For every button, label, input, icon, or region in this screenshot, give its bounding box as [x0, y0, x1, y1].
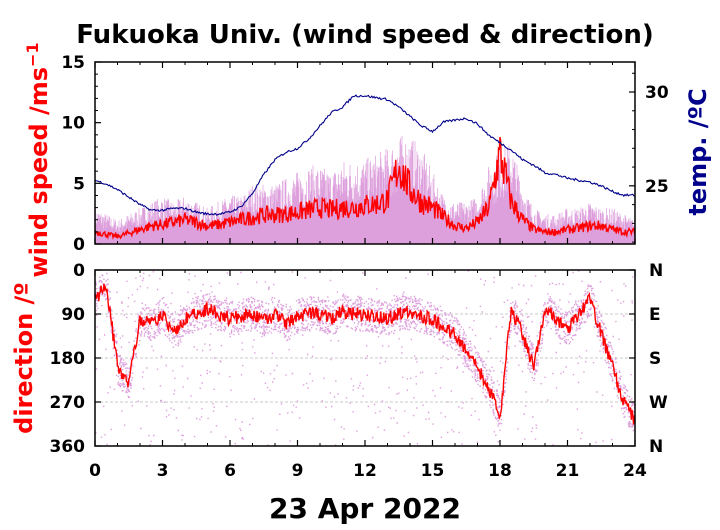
date-axis-label: 23 Apr 2022: [269, 492, 461, 525]
direction-axis-label: direction /º: [10, 282, 38, 434]
compass-tick-label: N: [649, 437, 663, 457]
wind-speed-tick-label: 15: [61, 53, 85, 73]
x-tick-label: 9: [292, 461, 304, 481]
compass-tick-label: W: [649, 393, 668, 413]
x-tick-label: 24: [623, 461, 647, 481]
direction-tick-label: 180: [50, 349, 86, 369]
wind-speed-tick-label: 10: [61, 114, 85, 134]
x-tick-label: 15: [421, 461, 445, 481]
temperature-tick-label: 25: [645, 177, 669, 197]
direction-panel-ticks: 0 3 6 9 12 15 18 21 24 0 N 90 E 180 S 270 W 360 N: [50, 261, 669, 481]
compass-tick-label: E: [649, 305, 661, 325]
direction-average-line: [95, 283, 635, 425]
wind-speed-axis-label: wind speed /ms−1: [23, 42, 53, 277]
direction-tick-label: 90: [61, 305, 85, 325]
x-tick-label: 21: [556, 461, 580, 481]
wind-speed-panel-ticks: 0 5 10 15 25 30: [61, 53, 669, 255]
temperature-line: [95, 94, 635, 216]
temperature-axis-label: temp. /ºC: [684, 88, 712, 215]
direction-panel-series: [95, 270, 635, 446]
direction-tick-label: 0: [73, 261, 85, 281]
direction-tick-label: 270: [50, 393, 86, 413]
compass-tick-label: N: [649, 261, 663, 281]
x-tick-label: 18: [488, 461, 512, 481]
wind-speed-tick-label: 5: [73, 174, 85, 194]
x-tick-label: 6: [224, 461, 236, 481]
x-tick-label: 12: [353, 461, 377, 481]
compass-tick-label: S: [649, 349, 661, 369]
temperature-tick-label: 30: [645, 83, 669, 103]
wind-speed-average-line: [95, 136, 635, 241]
wind-speed-panel-series: [95, 94, 635, 244]
wind-speed-tick-label: 0: [73, 235, 85, 255]
x-tick-label: 3: [157, 461, 169, 481]
chart-title: Fukuoka Univ. (wind speed & direction): [76, 20, 654, 50]
x-tick-label: 0: [89, 461, 101, 481]
direction-tick-label: 360: [50, 437, 86, 457]
wind-speed-instantaneous-series: [95, 135, 635, 244]
